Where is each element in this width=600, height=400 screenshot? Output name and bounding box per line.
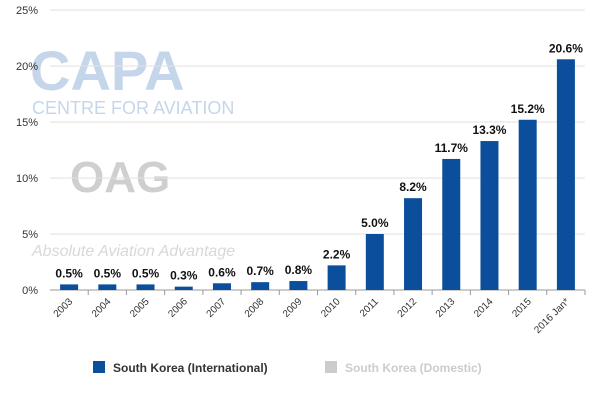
data-label: 0.8%: [285, 263, 313, 277]
y-tick-label: 15%: [16, 117, 38, 129]
bar: [174, 286, 193, 290]
bar: [327, 265, 346, 290]
bar: [212, 283, 231, 290]
bar: [404, 198, 423, 290]
data-label: 5.0%: [361, 216, 389, 230]
y-tick-label: 0%: [22, 285, 38, 297]
legend-label: South Korea (International): [113, 361, 268, 375]
data-label: 0.3%: [170, 269, 198, 283]
watermark: CAPA: [30, 39, 185, 102]
bar: [442, 158, 461, 290]
bar: [60, 284, 79, 290]
x-tick-label: 2010: [319, 296, 343, 320]
data-label: 11.7%: [435, 141, 469, 155]
x-tick-label: 2012: [396, 296, 420, 320]
x-tick-label: 2016 Jan*: [532, 296, 572, 336]
bar: [365, 234, 384, 290]
bar: [480, 141, 499, 290]
legend-swatch: [93, 361, 105, 373]
data-label: 20.6%: [549, 41, 583, 55]
data-label: 0.5%: [55, 266, 83, 280]
watermark: Absolute Aviation Advantage: [31, 243, 235, 260]
bar: [98, 284, 117, 290]
bar: [251, 282, 270, 290]
data-label: 0.5%: [132, 266, 160, 280]
x-tick-label: 2008: [243, 296, 267, 320]
bar: [289, 281, 308, 290]
y-tick-label: 20%: [16, 61, 38, 73]
watermark: CENTRE FOR AVIATION: [32, 98, 234, 118]
x-tick-label: 2004: [90, 296, 114, 320]
x-tick-label: 2009: [281, 296, 305, 320]
x-tick-label: 2011: [358, 296, 381, 319]
data-label: 8.2%: [399, 180, 427, 194]
data-label: 13.3%: [472, 123, 506, 137]
data-label: 0.7%: [246, 264, 274, 278]
y-tick-label: 5%: [22, 229, 38, 241]
data-label: 15.2%: [511, 102, 545, 116]
data-label: 2.2%: [323, 247, 351, 261]
x-tick-label: 2013: [434, 296, 458, 320]
bar: [518, 119, 537, 290]
y-tick-label: 10%: [16, 173, 38, 185]
x-tick-label: 2015: [510, 296, 534, 320]
x-tick-label: 2014: [472, 296, 496, 320]
bar: [556, 59, 575, 290]
x-tick-label: 2005: [128, 296, 152, 320]
data-label: 0.5%: [94, 266, 122, 280]
y-tick-label: 25%: [16, 5, 38, 17]
data-label: 0.6%: [208, 265, 236, 279]
bar: [136, 284, 155, 290]
legend-swatch: [325, 361, 337, 373]
x-tick-label: 2007: [205, 296, 229, 320]
x-tick-label: 2003: [52, 296, 76, 320]
legend-label: South Korea (Domestic): [345, 361, 482, 375]
x-tick-label: 2006: [166, 296, 190, 320]
